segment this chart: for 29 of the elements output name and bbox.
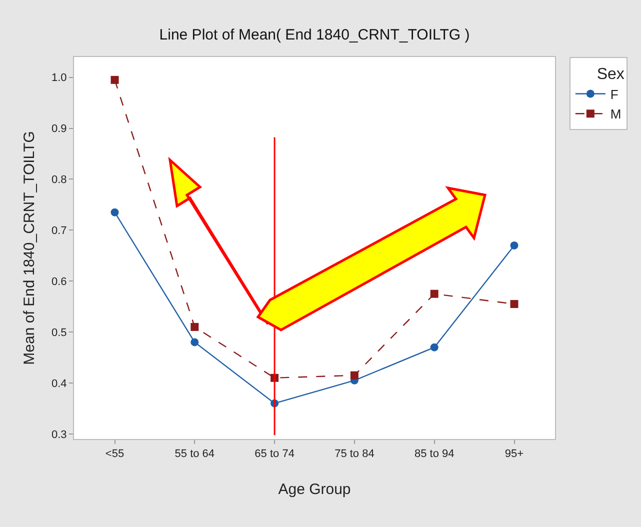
x-tick-label: 75 to 84 xyxy=(334,448,374,460)
chart-title: Line Plot of Mean( End 1840_CRNT_TOILTG ) xyxy=(159,26,470,44)
point xyxy=(110,208,119,216)
y-tick-label: 0.5 xyxy=(52,326,67,339)
point xyxy=(350,371,358,380)
point xyxy=(190,338,199,346)
point xyxy=(190,322,199,331)
x-tick-label: <55 xyxy=(105,448,124,460)
x-tick-label: 55 to 64 xyxy=(174,448,215,460)
x-axis-title: Age Group xyxy=(278,481,351,498)
legend-label: F xyxy=(610,86,618,102)
point xyxy=(430,290,438,298)
point xyxy=(510,300,518,308)
x-tick-label: 65 to 74 xyxy=(254,448,294,460)
y-tick-label: 0.6 xyxy=(52,276,67,288)
y-tick-label: 0.4 xyxy=(52,378,67,390)
y-tick-label: 0.7 xyxy=(52,225,67,238)
x-tick-label: 95+ xyxy=(504,448,524,460)
legend-title: Sex xyxy=(596,66,624,83)
point xyxy=(430,343,438,352)
point xyxy=(510,241,518,250)
y-tick-label: 0.8 xyxy=(52,174,67,186)
x-tick-label: 85 to 94 xyxy=(414,448,454,460)
y-axis-title: Mean of End 1840_CRNT_TOILTG xyxy=(21,131,38,365)
y-tick-label: 0.9 xyxy=(52,123,67,136)
point xyxy=(110,76,119,84)
y-tick-label: 0.3 xyxy=(52,428,67,441)
legend-label: M xyxy=(610,106,622,122)
y-tick-label: 1.0 xyxy=(52,72,67,84)
